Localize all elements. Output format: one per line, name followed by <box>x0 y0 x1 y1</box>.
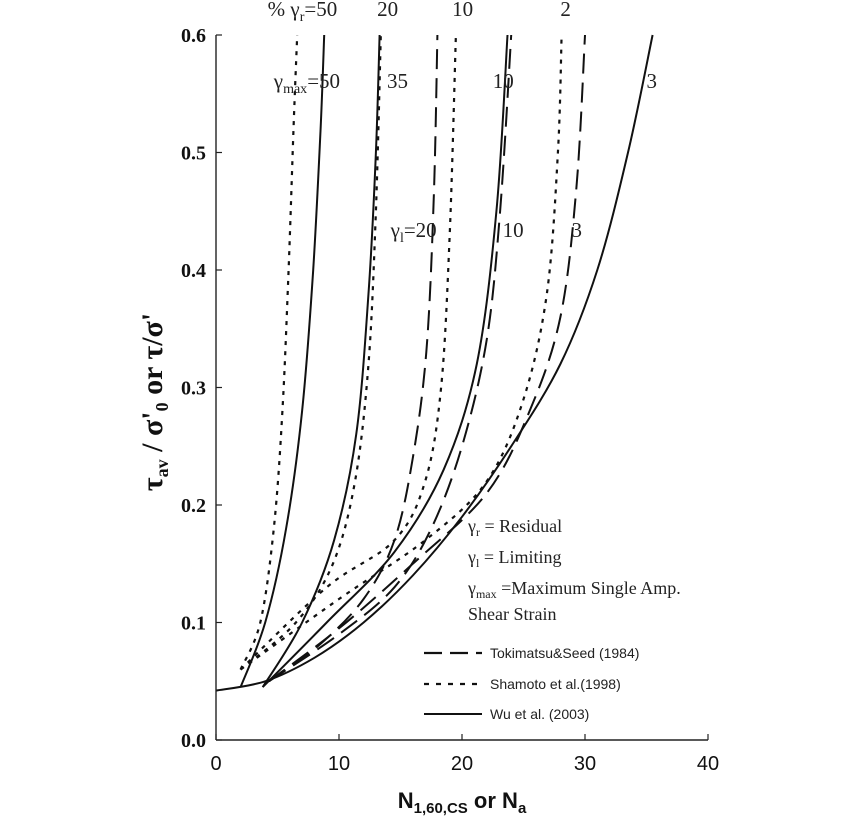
curve-annotation: 35 <box>387 69 408 93</box>
curve-annotation: 2 <box>560 0 571 21</box>
y-tick-label: 0.2 <box>181 495 206 517</box>
x-tick-label: 30 <box>574 753 596 775</box>
series-line-dashed-0 <box>268 34 439 683</box>
curve-annotation: 3 <box>571 218 582 242</box>
definition-shear-strain: Shear Strain <box>468 604 556 624</box>
curve-annotation: 10 <box>452 0 473 21</box>
series-line-dashed-2 <box>268 34 586 683</box>
y-tick-label: 0.4 <box>181 260 206 282</box>
legend-label-shamoto: Shamoto et al.(1998) <box>490 676 621 692</box>
y-tick-label: 0.5 <box>181 143 206 165</box>
annotations-layer: % γr=50 20 10 2 γmax=50 35 10 3 γl=20 10 3 <box>268 0 657 246</box>
definition-maximum: γmax =Maximum Single Amp. <box>467 578 681 601</box>
series-line-dotted-4 <box>239 34 382 671</box>
series-line-dashed-1 <box>268 34 513 683</box>
series-line-solid-8 <box>261 34 381 688</box>
y-axis-title: τav / σ'0 or τ/σ' <box>136 313 172 491</box>
series-line-solid-9 <box>261 34 509 688</box>
curve-annotation: 20 <box>377 0 398 21</box>
curve-annotation: γmax=50 <box>273 69 340 97</box>
x-tick-label: 40 <box>697 753 719 775</box>
x-tick-label: 10 <box>328 753 350 775</box>
y-tick-label: 0.6 <box>181 25 206 47</box>
series-line-dotted-5 <box>239 34 457 671</box>
definition-limiting: γl = Limiting <box>467 547 561 570</box>
curve-annotation: % γr=50 <box>268 0 338 25</box>
y-tick-label: 0.3 <box>181 378 206 400</box>
legend: Tokimatsu&Seed (1984) Shamoto et al.(199… <box>424 645 639 722</box>
series-line-dotted-3 <box>239 34 299 670</box>
curve-annotation: 10 <box>503 218 524 242</box>
definitions: γr = Residual γl = Limiting γmax =Maximu… <box>467 516 681 624</box>
curve-annotation: γl=20 <box>390 218 437 246</box>
x-tick-label: 0 <box>210 753 221 775</box>
curve-annotation: 3 <box>647 69 658 93</box>
series-line-dotted-6 <box>239 34 563 671</box>
legend-label-tokimatsu: Tokimatsu&Seed (1984) <box>490 645 639 661</box>
curve-annotation: 10 <box>493 69 514 93</box>
axes-layer: 0.0 0.1 0.2 0.3 0.4 0.5 0.6 0 10 20 30 40 <box>181 25 719 775</box>
y-tick-label: 0.1 <box>181 613 206 635</box>
series-line-solid-10 <box>215 34 654 692</box>
series-line-solid-7 <box>239 34 326 688</box>
legend-label-wu: Wu et al. (2003) <box>490 706 589 722</box>
x-axis-title: N1,60,CS or Na <box>398 788 527 817</box>
series-layer <box>215 34 654 692</box>
definition-residual: γr = Residual <box>467 516 562 539</box>
x-tick-label: 20 <box>451 753 473 775</box>
y-tick-label: 0.0 <box>181 730 206 752</box>
